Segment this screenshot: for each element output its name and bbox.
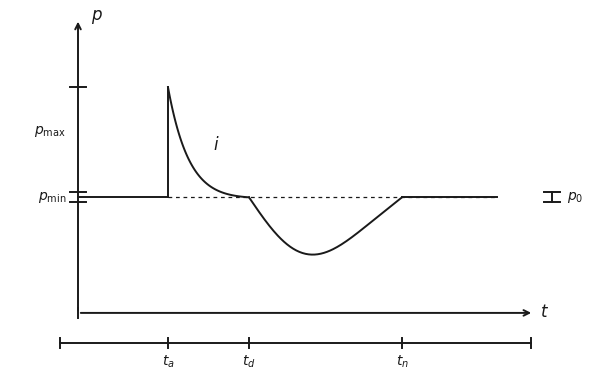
Text: $p_0$: $p_0$: [567, 190, 583, 205]
Text: $i$: $i$: [213, 136, 220, 154]
Text: $t$: $t$: [540, 304, 549, 322]
Text: $p_{\mathrm{max}}$: $p_{\mathrm{max}}$: [34, 124, 66, 139]
Text: $t_n$: $t_n$: [395, 354, 409, 370]
Text: $p$: $p$: [91, 8, 103, 26]
Text: $t_a$: $t_a$: [161, 354, 175, 370]
Text: $t_d$: $t_d$: [242, 354, 256, 370]
Text: $p_{\mathrm{min}}$: $p_{\mathrm{min}}$: [38, 190, 66, 205]
